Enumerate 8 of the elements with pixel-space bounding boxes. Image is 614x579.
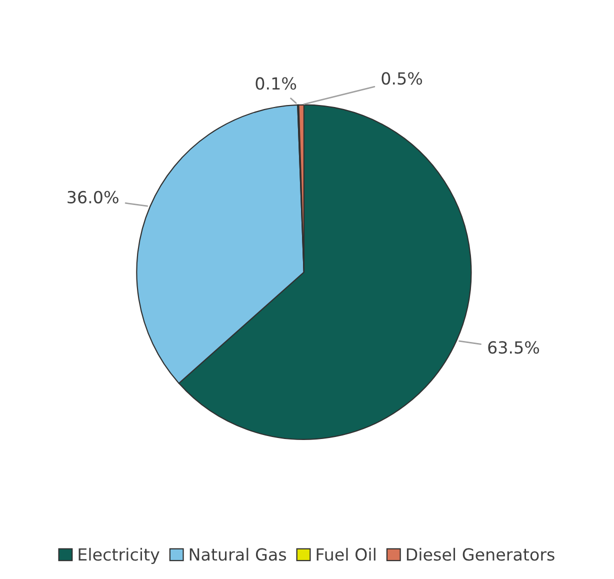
data-label: 0.1% — [256, 77, 296, 90]
data-label: 63.5% — [488, 341, 540, 354]
legend-label: Diesel Generators — [406, 548, 554, 561]
data-label: 36.0% — [68, 190, 118, 204]
data-label: 0.5% — [382, 72, 422, 85]
legend-label: Electricity — [78, 548, 160, 564]
legend-label: Natural Gas — [190, 548, 286, 561]
legend-label: Fuel Oil — [316, 548, 376, 561]
